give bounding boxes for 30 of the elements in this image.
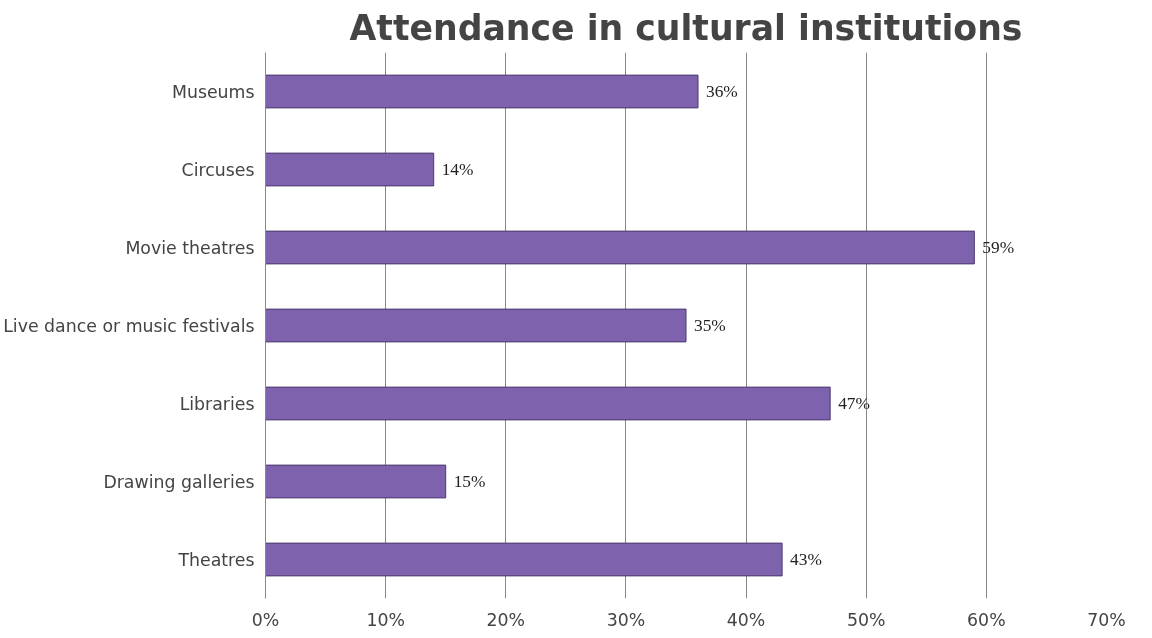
x-tick-label: 30% bbox=[606, 609, 646, 630]
data-label: 59% bbox=[982, 238, 1015, 257]
y-tick-label: Circuses bbox=[181, 159, 255, 180]
x-tick-label: 70% bbox=[1087, 609, 1126, 630]
x-tick-label: 20% bbox=[486, 609, 526, 630]
data-label: 47% bbox=[838, 394, 870, 413]
y-tick-label: Drawing galleries bbox=[103, 471, 255, 492]
chart-title: Attendance in cultural institutions bbox=[349, 7, 1023, 48]
data-label: 15% bbox=[453, 472, 486, 491]
x-tick-label: 0% bbox=[251, 609, 280, 630]
y-tick-label: Theatres bbox=[177, 549, 255, 570]
x-tick-label: 50% bbox=[846, 609, 886, 630]
bar bbox=[265, 152, 435, 187]
y-tick-label: Movie theatres bbox=[125, 237, 255, 258]
bar bbox=[265, 74, 699, 109]
x-tick-label: 40% bbox=[726, 609, 766, 630]
data-label: 14% bbox=[441, 160, 474, 179]
bar bbox=[265, 542, 783, 577]
x-tick-label: 10% bbox=[366, 609, 405, 630]
bar bbox=[265, 308, 687, 343]
y-tick-label: Libraries bbox=[179, 393, 255, 414]
data-label: 35% bbox=[694, 316, 726, 335]
bar bbox=[265, 386, 831, 421]
y-tick-label: Museums bbox=[171, 81, 255, 102]
y-tick-label: Live dance or music festivals bbox=[3, 315, 255, 336]
x-tick-label: 60% bbox=[967, 609, 1006, 630]
data-label: 36% bbox=[706, 82, 738, 101]
bar bbox=[265, 230, 975, 265]
data-label: 43% bbox=[790, 550, 822, 569]
bar bbox=[265, 464, 447, 499]
